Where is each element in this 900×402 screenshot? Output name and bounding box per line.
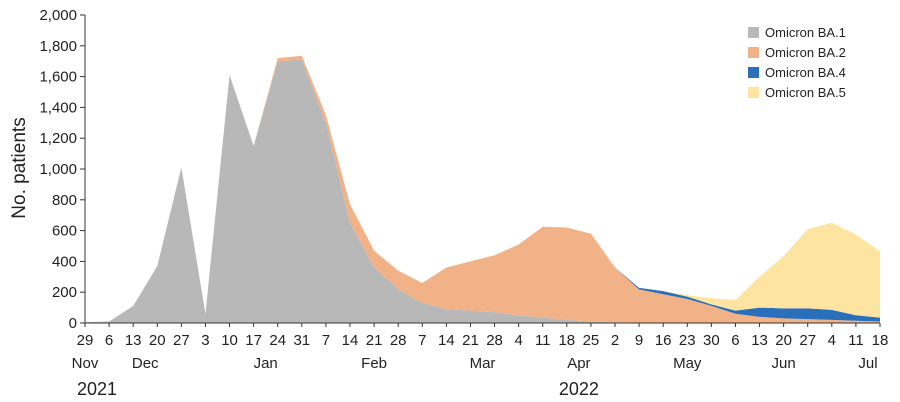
y-tick-label: 200 [52,284,77,301]
legend-label: Omicron BA.2 [765,45,846,60]
y-tick-label: 400 [52,253,77,270]
x-tick-label: 7 [322,332,330,349]
x-tick-label: 27 [799,332,816,349]
y-tick-label: 1,000 [39,161,77,178]
month-label: Jul [858,355,877,372]
x-tick-label: 18 [872,332,889,349]
month-label: Jun [772,355,796,372]
year-labels: 2021 2022 [77,379,599,399]
x-tick-label: 3 [201,332,209,349]
x-tick-label: 28 [486,332,503,349]
y-tick-labels: 0 200 400 600 800 1,000 1,200 1,400 1,600 1,800 2,… [39,7,85,332]
x-tick-label: 11 [848,332,864,349]
month-label: Jan [254,355,278,372]
month-label: Apr [567,355,590,372]
x-tick-label: 27 [173,332,190,349]
y-tick-label: 800 [52,192,77,209]
x-tick-label: 16 [655,332,672,349]
x-tick-label: 31 [293,332,310,349]
month-label: Feb [361,355,387,372]
x-tick-label: 4 [514,332,522,349]
x-tick-label: 6 [105,332,113,349]
x-tick-label: 9 [635,332,643,349]
legend-swatch [748,87,759,98]
area-series-omicron-ba-5 [85,55,880,323]
x-tick-label: 6 [731,332,739,349]
y-tick-label: 600 [52,223,77,240]
legend: Omicron BA.1 Omicron BA.2 Omicron BA.4 Omic… [748,25,846,100]
x-tick-label: 14 [438,332,455,349]
legend-label: Omicron BA.4 [765,65,846,80]
x-tick-label: 7 [418,332,426,349]
year-label: 2021 [77,379,117,399]
x-tick-label: 13 [751,332,768,349]
x-tick-label: 4 [828,332,836,349]
month-label: Mar [470,355,496,372]
y-tick-label: 1,600 [39,69,77,86]
x-tick-label: 17 [245,332,262,349]
x-tick-label: 20 [775,332,792,349]
x-tick-label: 23 [679,332,696,349]
y-tick-label: 1,400 [39,99,77,116]
month-label: Nov [72,355,99,372]
y-tick-label: 2,000 [39,7,77,24]
x-tick-label: 21 [366,332,383,349]
x-tick-label: 2 [611,332,619,349]
x-tick-label: 14 [342,332,359,349]
legend-label: Omicron BA.1 [765,25,846,40]
legend-swatch [748,47,759,58]
legend-swatch [748,67,759,78]
x-tick-label: 24 [269,332,286,349]
y-axis-label: No. patients [9,117,30,218]
x-tick-label: 25 [583,332,600,349]
area-series-omicron-ba-2 [85,55,880,324]
x-tick-label: 18 [558,332,575,349]
x-tick-label: 21 [462,332,479,349]
month-labels: Nov Dec Jan Feb Mar Apr May Jun Jul [72,355,878,372]
month-label: Dec [132,355,159,372]
y-tick-label: 1,200 [39,130,77,147]
x-tick-label: 13 [125,332,142,349]
x-tick-label: 11 [535,332,551,349]
y-tick-label: 1,800 [39,38,77,55]
month-label: May [673,355,702,372]
legend-label: Omicron BA.5 [765,85,846,100]
x-tick-label: 20 [149,332,166,349]
y-tick-label: 0 [69,315,77,332]
legend-swatch [748,27,759,38]
x-tick-label: 29 [77,332,94,349]
x-tick-label: 10 [221,332,238,349]
area-series-omicron-ba-1 [85,59,880,323]
area-layer [85,55,880,324]
year-label: 2022 [559,379,599,399]
x-tick-labels: 29 6 13 20 27 3 10 17 24 31 7 14 21 28 7 14 21 28 4 11 18 25 2… [77,323,889,349]
x-tick-label: 30 [703,332,720,349]
x-tick-label: 28 [390,332,407,349]
